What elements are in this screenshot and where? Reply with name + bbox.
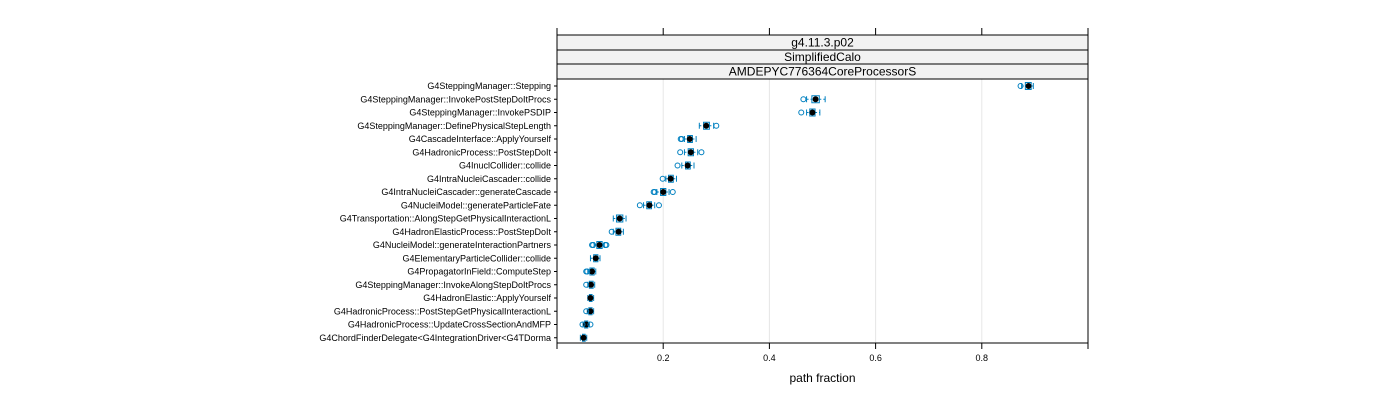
box-body-10 [615,214,624,223]
box-13 [589,254,601,263]
box-17 [583,307,595,316]
outlier-14-1 [584,268,591,275]
median-dot-9 [646,202,653,209]
outlier-17-0 [583,308,590,315]
category-label-11: G4HadronElasticProcess::PostStepDoIt [392,227,551,237]
x-tick-label-3: 0.8 [976,353,989,363]
x-axis-title: path fraction [789,371,855,385]
box-11 [608,227,624,236]
category-label-15: G4SteppingManager::InvokeAlongStepDoItPr… [355,280,551,290]
category-label-12: G4NucleiModel::generateInteractionPartne… [373,240,552,250]
median-dot-14 [589,268,596,275]
median-dot-3 [703,122,710,129]
category-label-18: G4HadronicProcess::UpdateCrossSectionAnd… [348,320,551,330]
median-dot-15 [587,281,594,288]
box-3 [698,121,720,130]
category-label-19: G4ChordFinderDelegate<G4IntegrationDrive… [319,333,551,343]
box-5 [677,148,705,157]
outlier-12-1 [590,242,597,248]
category-label-6: G4InuclCollider::collide [459,161,551,171]
median-dot-5 [687,149,694,156]
outlier-8-1 [651,189,658,195]
box-9 [636,201,662,210]
outlier-9-0 [636,202,643,209]
median-dot-7 [667,175,674,182]
box-8 [650,188,676,196]
category-label-10: G4Transportation::AlongStepGetPhysicalIn… [340,214,551,224]
x-tick-label-2: 0.6 [869,353,882,363]
median-dot-8 [660,189,667,195]
box-6 [674,161,695,170]
x-tick-labels: 0.2 0.4 0.6 0.8 [657,353,988,363]
grid-lines [662,79,983,343]
outlier-5-1 [698,149,705,156]
strip-2-label: SimplifiedCalo [784,50,861,64]
box-14 [583,267,597,276]
median-dot-16 [587,295,594,301]
outlier-18-1 [587,321,594,328]
box-7 [659,174,677,183]
category-label-4: G4CascadeInterface::ApplyYourself [409,134,552,144]
outlier-11-0 [608,228,615,235]
outlier-5-0 [677,149,684,156]
box-1 [800,95,826,104]
box-4 [677,135,697,143]
category-label-14: G4PropagatorInField::ComputeStep [407,267,551,277]
median-dot-1 [812,96,819,103]
bottom-axis-ticks [556,343,1089,349]
category-label-3: G4SteppingManager::DefinePhysicalStepLen… [357,121,551,131]
box-body-1 [811,95,820,104]
outlier-12-3 [603,242,610,248]
median-dot-19 [580,334,587,341]
outlier-0-0 [1017,83,1024,89]
category-label-0: G4SteppingManager::Stepping [427,81,551,91]
outlier-4-1 [678,136,685,142]
category-label-16: G4HadronElastic::ApplyYourself [423,293,551,303]
box-series [579,82,1034,342]
panel-border [556,78,1089,344]
median-dot-12 [596,242,603,248]
x-tick-label-0: 0.2 [657,353,670,363]
median-dot-11 [615,228,622,235]
category-label-1: G4SteppingManager::InvokePostStepDoItPro… [360,94,551,104]
category-label-17: G4HadronicProcess::PostStepGetPhysicalIn… [334,306,551,316]
category-label-7: G4IntraNucleiCascader::collide [427,174,551,184]
outlier-9-1 [655,202,662,209]
top-axis-ticks [556,28,1089,35]
median-dot-17 [587,308,594,315]
strip-3-label: AMDEPYC776364CoreProcessorS [729,65,916,79]
median-dot-4 [686,136,693,142]
box-2 [798,108,821,117]
x-tick-label-1: 0.4 [763,353,776,363]
median-dot-6 [684,162,691,169]
outlier-15-0 [583,281,590,288]
outlier-8-2 [669,189,676,195]
outlier-2-0 [798,109,805,116]
outlier-3-0 [713,122,720,129]
outlier-7-0 [659,175,666,182]
outlier-6-0 [674,162,681,169]
box-19 [579,333,588,342]
box-18 [579,320,594,329]
box-10 [612,214,627,223]
box-15 [583,280,596,289]
category-label-5: G4HadronicProcess::PostStepDoIt [412,147,551,157]
median-dot-10 [616,215,623,222]
category-label-2: G4SteppingManager::InvokePSDIP [409,108,551,118]
category-label-13: G4ElementaryParticleCollider::collide [402,253,551,263]
strip-1-label: g4.11.3.p02 [791,36,854,50]
median-dot-2 [809,109,816,116]
category-label-8: G4IntraNucleiCascader::generateCascade [381,187,551,197]
category-label-9: G4NucleiModel::generateParticleFate [401,200,551,210]
box-12 [589,241,610,249]
strip-headers: g4.11.3.p02 SimplifiedCalo AMDEPYC776364… [556,34,1089,80]
median-dot-13 [592,255,599,262]
outlier-18-0 [579,321,586,328]
category-labels: G4SteppingManager::SteppingG4SteppingMan… [319,81,557,343]
median-dot-0 [1025,83,1032,89]
box-16 [587,294,595,302]
box-0 [1017,82,1034,90]
outlier-1-0 [800,96,807,103]
